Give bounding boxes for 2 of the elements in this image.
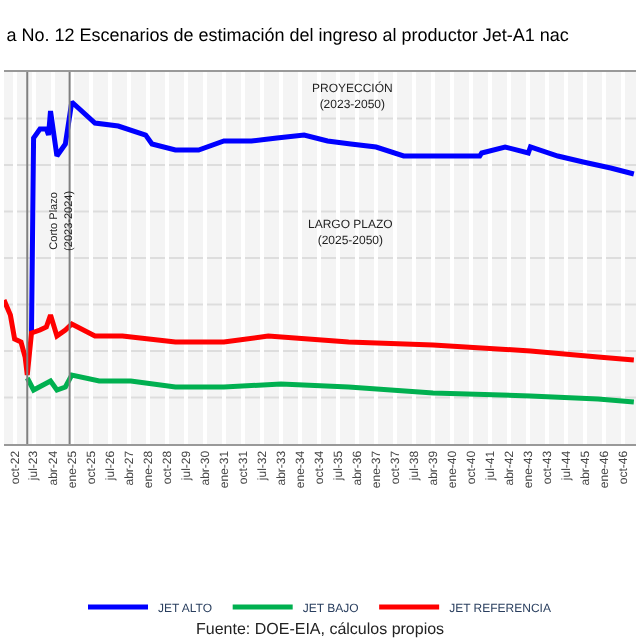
chart-title: a No. 12 Escenarios de estimación del ingreso al productor Jet-A1 nac [6,25,570,46]
source-note: Fuente: DOE-EIA, cálculos propios [196,620,445,638]
